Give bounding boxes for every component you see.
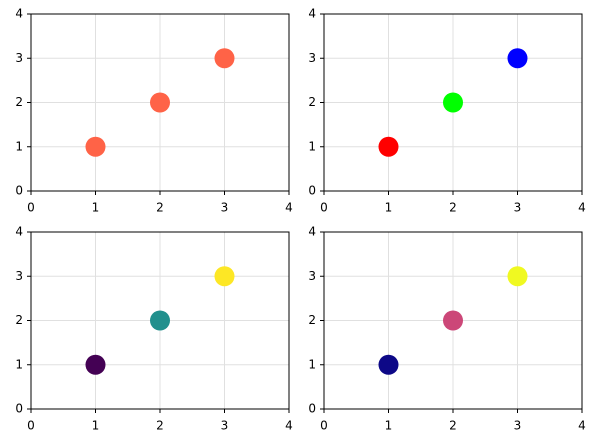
- x-tick-label: 4: [285, 419, 293, 433]
- y-tick-label: 3: [308, 51, 316, 65]
- plot-frame: [323, 13, 583, 192]
- point: [378, 354, 399, 375]
- point: [443, 92, 463, 113]
- y-tick-label: 4: [15, 225, 23, 239]
- x-tick-label: 3: [221, 419, 229, 433]
- point: [214, 48, 235, 69]
- y-tick-label: 1: [308, 139, 316, 153]
- y-tick-label: 2: [15, 313, 23, 327]
- y-tick-label: 2: [308, 95, 316, 109]
- y-tick-label: 3: [15, 269, 23, 283]
- x-tick-label: 1: [385, 419, 393, 433]
- y-tick-label: 4: [308, 225, 316, 239]
- y-tick-label: 2: [308, 313, 316, 327]
- point: [150, 310, 170, 331]
- x-tick-label: 4: [578, 419, 586, 433]
- y-tick-label: 3: [15, 51, 23, 65]
- x-tick-label: 1: [385, 201, 393, 215]
- point: [507, 266, 528, 287]
- point: [378, 136, 399, 157]
- x-tick-label: 2: [156, 419, 164, 433]
- x-tick-label: 0: [320, 419, 328, 433]
- x-tick-label: 2: [449, 419, 457, 433]
- plot-frame: [323, 231, 583, 410]
- x-tick-label: 3: [221, 201, 229, 215]
- y-tick-label: 0: [308, 184, 316, 198]
- y-tick-label: 0: [15, 184, 23, 198]
- x-tick-label: 1: [92, 201, 100, 215]
- x-tick-label: 1: [92, 419, 100, 433]
- point: [85, 136, 106, 157]
- y-tick-label: 1: [15, 357, 23, 371]
- y-tick-label: 4: [15, 7, 23, 21]
- x-tick-label: 2: [449, 201, 457, 215]
- x-tick-label: 4: [578, 201, 586, 215]
- x-tick-label: 0: [27, 419, 35, 433]
- y-tick-label: 3: [308, 269, 316, 283]
- x-tick-label: 0: [320, 201, 328, 215]
- y-tick-label: 0: [15, 402, 23, 416]
- plot-frame: [30, 13, 290, 192]
- y-tick-label: 0: [308, 402, 316, 416]
- y-tick-label: 1: [15, 139, 23, 153]
- x-tick-label: 0: [27, 201, 35, 215]
- y-tick-label: 1: [308, 357, 316, 371]
- x-tick-label: 2: [156, 201, 164, 215]
- point: [507, 48, 528, 69]
- x-tick-label: 3: [514, 419, 522, 433]
- y-tick-label: 4: [308, 7, 316, 21]
- x-tick-label: 3: [514, 201, 522, 215]
- y-tick-label: 2: [15, 95, 23, 109]
- point: [85, 354, 106, 375]
- point: [150, 92, 170, 113]
- point: [214, 266, 235, 287]
- plot-frame: [30, 231, 290, 410]
- x-tick-label: 4: [285, 201, 293, 215]
- point: [443, 310, 463, 331]
